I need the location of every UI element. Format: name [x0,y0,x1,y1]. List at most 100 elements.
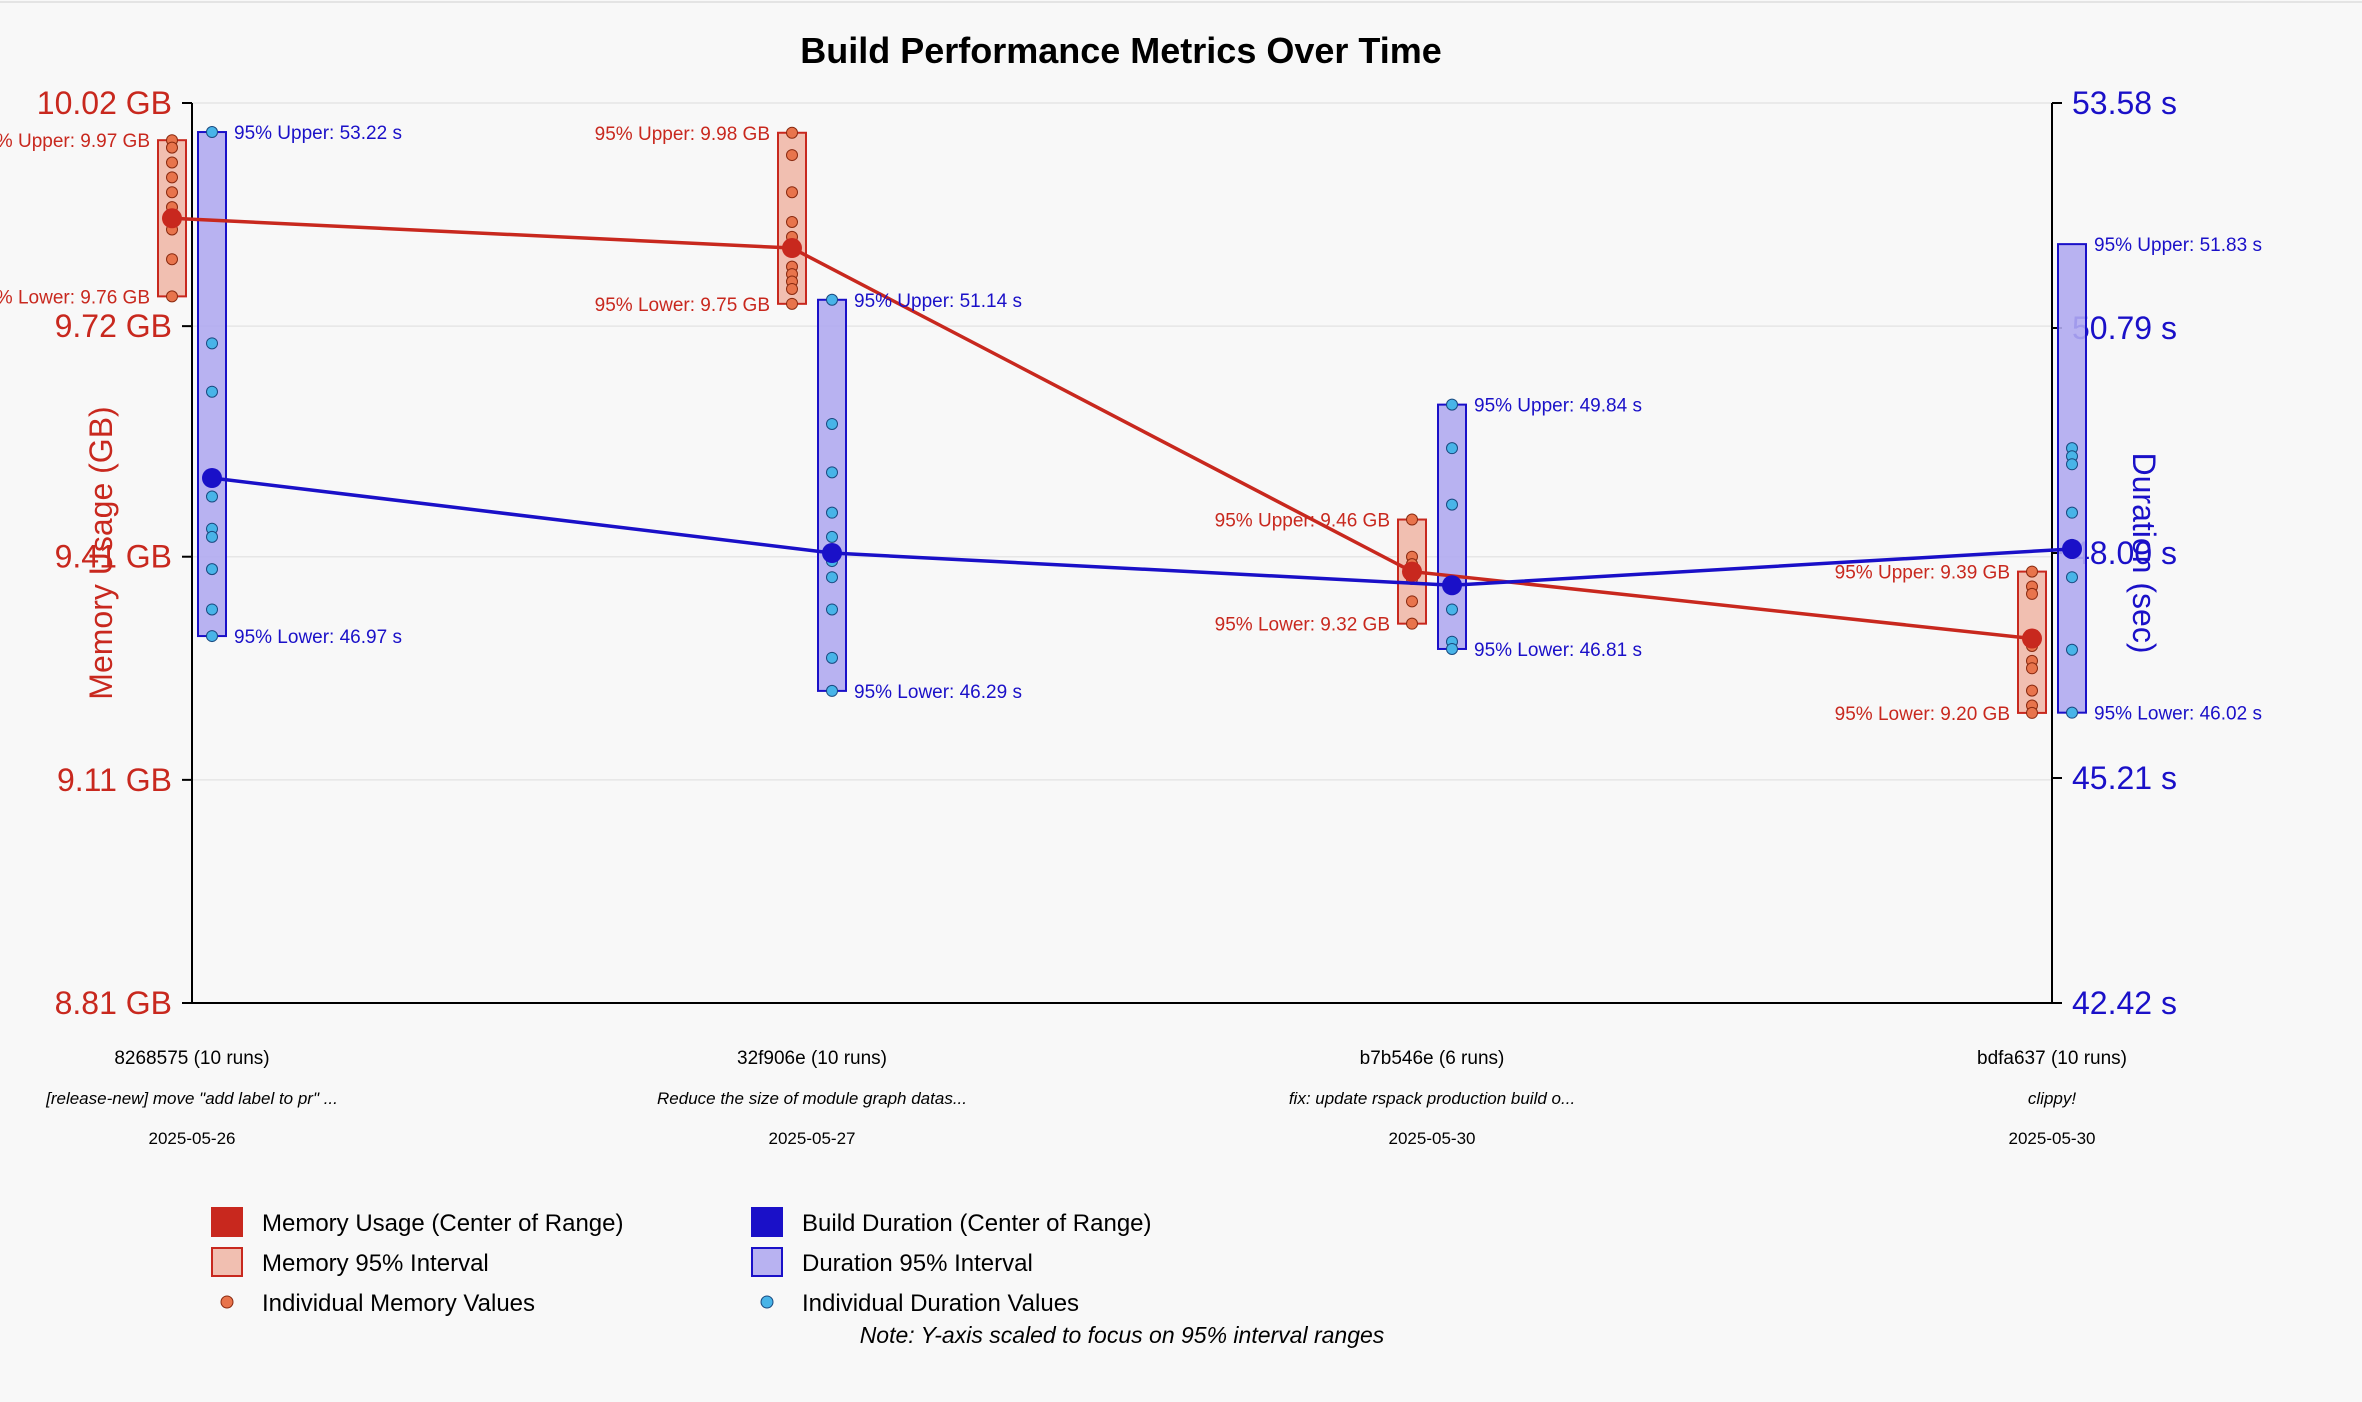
duration-point [206,603,218,616]
memory-upper-label: 95% Upper: 9.98 GB [595,124,770,145]
right-tick-label: 42.42 s [2072,985,2177,1021]
duration-upper-label: 95% Upper: 51.83 s [2094,235,2262,256]
duration-point [826,684,838,697]
duration-point [2066,706,2078,719]
memory-point [786,216,798,229]
duration-point [826,466,838,479]
category-message: Reduce the size of module graph datas... [657,1089,967,1108]
legend-label-mem-individual: Individual Memory Values [262,1290,535,1317]
duration-point [1446,398,1458,411]
duration-point [826,417,838,430]
legend-swatch-mem-interval [211,1247,243,1277]
duration-lower-label: 95% Lower: 46.97 s [234,627,402,648]
chart-title: Build Performance Metrics Over Time [800,30,1442,71]
memory-point [2026,684,2038,697]
memory-point [166,253,178,266]
left-tick-label: 9.72 GB [55,308,172,344]
memory-lower-label: 95% Lower: 9.20 GB [1835,704,2010,725]
duration-point [206,337,218,350]
memory-upper-label: 95% Upper: 9.46 GB [1215,511,1390,532]
duration-point [2066,458,2078,471]
duration-point [826,293,838,306]
duration-point [2066,643,2078,656]
legend-label-mem-interval: Memory 95% Interval [262,1250,489,1277]
legend-label-dur-individual: Individual Duration Values [802,1290,1079,1317]
category-labels: 8268575 (10 runs) [release-new] move "add… [45,1048,2127,1148]
duration-center-marker [1442,575,1462,596]
axes: 8.81 GB 9.11 GB 9.41 GB 9.72 GB 10.02 GB 42.4… [37,85,2177,1021]
category-commit: 8268575 (10 runs) [114,1048,269,1069]
duration-point [1446,603,1458,616]
duration-center-marker [202,468,222,488]
legend-label-dur-center: Build Duration (Center of Range) [802,1210,1152,1237]
duration-point [826,506,838,519]
memory-point [2026,587,2038,600]
memory-point [1406,595,1418,608]
right-tick-label: 45.21 s [2072,760,2177,796]
category-commit: bdfa637 (10 runs) [1977,1048,2127,1069]
category-commit: b7b546e (6 runs) [1360,1048,1505,1069]
memory-center-marker [1402,561,1422,582]
duration-point [206,126,218,139]
duration-lower-label: 95% Lower: 46.29 s [854,682,1022,703]
duration-point [826,603,838,616]
right-tick-label: 50.79 s [2072,310,2177,346]
duration-point [826,571,838,584]
duration-point [1446,442,1458,455]
memory-upper-label: 95% Upper: 9.39 GB [1835,563,2010,584]
duration-upper-label: 95% Upper: 49.84 s [1474,396,1642,417]
legend-label-mem-center: Memory Usage (Center of Range) [262,1210,623,1237]
memory-center-line [171,216,2033,641]
right-axis-title: Duration (sec) [2126,453,2162,654]
memory-point [786,297,798,310]
legend-swatch-dur-individual [760,1295,774,1309]
memory-point [1406,617,1418,630]
duration-point [1446,498,1458,511]
plot-area: 95% Upper: 9.97 GB 95% Lower: 9.76 GB 95% … [0,123,2262,725]
memory-point [786,149,798,162]
category-date: 2025-05-30 [1389,1129,1476,1148]
memory-center-marker [782,238,802,259]
legend-swatch-mem-individual [220,1295,234,1309]
axis-note: Note: Y-axis scaled to focus on 95% inte… [860,1322,1385,1348]
right-tick-label: 48.00 s [2072,535,2177,571]
category-commit: 32f906e (10 runs) [737,1048,887,1069]
legend: Memory Usage (Center of Range) Memory 95%… [211,1207,1152,1317]
memory-point [2026,565,2038,578]
duration-center-marker [822,543,842,563]
memory-point [166,156,178,169]
memory-point [2026,662,2038,675]
duration-interval-box [817,298,847,692]
memory-point [166,141,178,154]
memory-point [166,186,178,199]
memory-center-marker [2022,628,2042,649]
duration-upper-label: 95% Upper: 51.14 s [854,291,1022,312]
duration-lower-label: 95% Lower: 46.81 s [1474,640,1642,661]
duration-interval-box [197,131,227,638]
duration-center-marker [2062,538,2082,559]
duration-point [206,490,218,503]
duration-point [826,530,838,543]
category-message: fix: update rspack production build o... [1289,1089,1575,1108]
left-tick-label: 8.81 GB [55,985,172,1021]
category-date: 2025-05-27 [769,1129,856,1148]
memory-lower-label: 95% Lower: 9.32 GB [1215,615,1390,636]
left-axis-title: Memory Usage (GB) [83,406,119,699]
duration-center-line [211,476,2073,588]
memory-point [786,186,798,199]
duration-lower-label: 95% Lower: 46.02 s [2094,704,2262,725]
left-tick-label: 9.11 GB [57,762,172,798]
duration-point [2066,571,2078,584]
memory-point [786,282,798,295]
legend-label-dur-interval: Duration 95% Interval [802,1250,1033,1277]
legend-swatch-dur-center [751,1207,783,1237]
memory-point [166,290,178,303]
duration-point [206,630,218,643]
memory-lower-label: 95% Lower: 9.76 GB [0,287,150,308]
duration-point [206,563,218,576]
duration-interval-box [2057,243,2087,714]
gridlines [192,102,2052,781]
duration-point [2066,506,2078,519]
duration-point [826,651,838,664]
